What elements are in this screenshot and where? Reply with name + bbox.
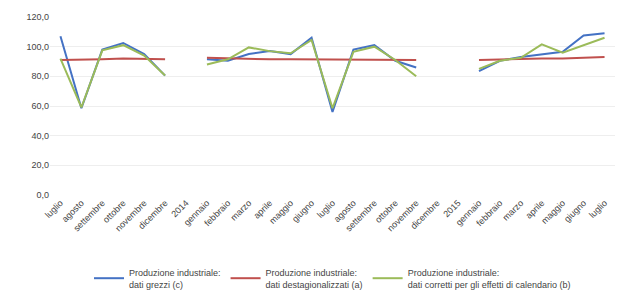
svg-text:luglio: luglio	[315, 198, 337, 220]
svg-text:aprile: aprile	[252, 198, 275, 221]
svg-text:ottobre: ottobre	[373, 198, 400, 225]
svg-text:novembre: novembre	[113, 198, 148, 233]
svg-text:luglio: luglio	[587, 198, 609, 220]
svg-text:maggio: maggio	[267, 198, 295, 226]
svg-text:gennaio: gennaio	[182, 198, 212, 228]
svg-text:Produzione industriale:dati gr: Produzione industriale:dati grezzi (c)	[129, 268, 221, 290]
svg-text:maggio: maggio	[539, 198, 567, 226]
svg-text:novembre: novembre	[385, 198, 420, 233]
svg-text:2014: 2014	[169, 198, 190, 219]
svg-text:giugno: giugno	[290, 198, 316, 224]
svg-text:dicembre: dicembre	[408, 198, 441, 231]
svg-text:aprile: aprile	[524, 198, 547, 221]
svg-text:giugno: giugno	[562, 198, 588, 224]
svg-text:100,0: 100,0	[26, 42, 49, 52]
svg-text:febbraio: febbraio	[474, 198, 504, 228]
svg-text:settembre: settembre	[344, 198, 379, 233]
svg-text:Produzione industriale:dati de: Produzione industriale:dati destagionali…	[266, 268, 363, 290]
svg-text:dicembre: dicembre	[136, 198, 169, 231]
svg-text:40,0: 40,0	[31, 131, 49, 141]
svg-text:ottobre: ottobre	[101, 198, 128, 225]
svg-text:febbraio: febbraio	[202, 198, 232, 228]
svg-text:20,0: 20,0	[31, 160, 49, 170]
svg-text:0,0: 0,0	[36, 190, 49, 200]
svg-text:marzo: marzo	[229, 198, 254, 223]
svg-text:gennaio: gennaio	[454, 198, 484, 228]
svg-text:luglio: luglio	[43, 198, 65, 220]
svg-text:2015: 2015	[441, 198, 462, 219]
svg-text:settembre: settembre	[72, 198, 107, 233]
svg-text:Produzione industriale:dati co: Produzione industriale:dati corretti per…	[408, 268, 571, 290]
svg-text:60,0: 60,0	[31, 101, 49, 111]
svg-text:marzo: marzo	[501, 198, 526, 223]
svg-text:80,0: 80,0	[31, 71, 49, 81]
svg-text:120,0: 120,0	[26, 12, 49, 22]
svg-text:agosto: agosto	[332, 198, 358, 224]
svg-text:agosto: agosto	[60, 198, 86, 224]
